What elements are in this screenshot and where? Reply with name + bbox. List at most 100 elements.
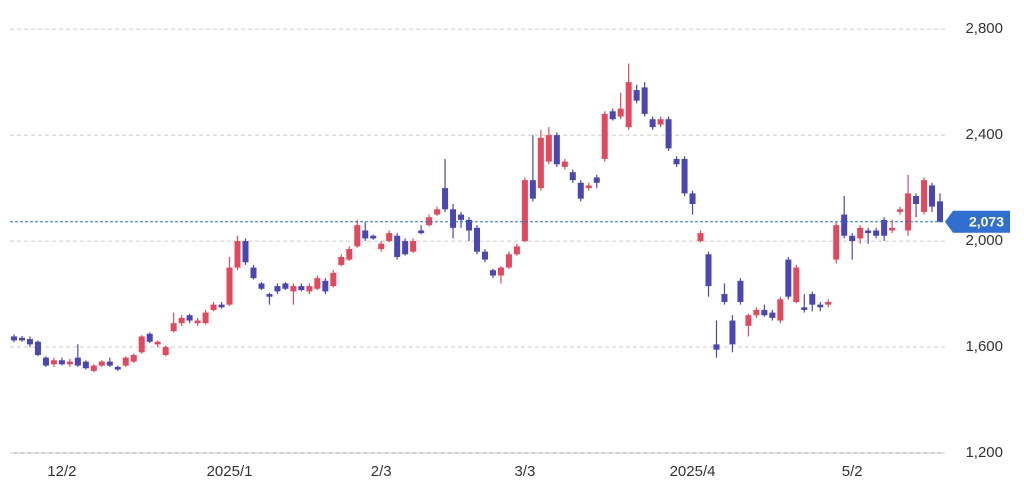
candle-body [378, 243, 385, 250]
candle-body [905, 193, 912, 231]
candle-body [338, 256, 345, 265]
candle-body [721, 294, 728, 302]
candle-body [553, 135, 560, 165]
candle-body [82, 361, 89, 369]
candle-body [849, 235, 856, 242]
candle-body [761, 309, 768, 316]
candle-body [801, 307, 808, 310]
candle-body [737, 280, 744, 302]
candle-body [114, 366, 121, 370]
candle-body [833, 225, 840, 260]
candle-body [58, 360, 65, 365]
candle-body [34, 341, 41, 355]
candle-body [513, 246, 520, 255]
candle-body [242, 241, 249, 263]
candle-body [785, 259, 792, 297]
candle-body [250, 267, 257, 279]
candle-body [625, 82, 632, 128]
candle-body [322, 280, 329, 292]
candle-body [354, 225, 361, 247]
candle-body [162, 347, 169, 355]
candle-body [665, 119, 672, 149]
candle-body [937, 201, 943, 222]
candle-body [298, 286, 305, 291]
candle-body [234, 241, 241, 268]
candle-body [705, 254, 712, 287]
candle-body [697, 233, 704, 242]
candle-body [913, 196, 920, 204]
candle-body [489, 270, 496, 276]
candle-body [657, 119, 664, 125]
candle-body [290, 286, 297, 292]
candle-body [793, 267, 800, 302]
candle-body [809, 294, 816, 305]
candle-body [474, 227, 480, 252]
candle-body [577, 182, 584, 199]
candle-body [394, 235, 401, 257]
candle-body [138, 336, 145, 353]
candle-body [521, 180, 528, 242]
candle-body [466, 219, 473, 231]
candle-body [74, 357, 81, 366]
candle-body [681, 158, 688, 194]
candle-body [745, 315, 752, 326]
candle-body [330, 272, 337, 287]
candle-body [649, 119, 656, 128]
candle-body [306, 286, 313, 292]
x-tick-label: 12/2 [47, 463, 76, 480]
candle-body [434, 209, 441, 215]
candle-body [346, 249, 353, 260]
candle-body [673, 158, 680, 165]
candle-body [18, 337, 25, 341]
candle-body [921, 180, 928, 212]
x-tick-label: 2/3 [371, 463, 392, 480]
candle-body [386, 233, 393, 242]
candle-body [929, 185, 936, 207]
candle-body [314, 278, 321, 289]
candle-body [729, 320, 736, 345]
candle-body [689, 193, 696, 204]
candle-body [402, 241, 409, 255]
candle-body [50, 360, 57, 365]
candle-body [90, 365, 97, 371]
candle-body [274, 286, 281, 292]
candle-body [777, 299, 784, 321]
x-tick-label: 2025/4 [670, 463, 716, 480]
y-tick-label: 2,400 [965, 126, 1003, 143]
candle-body [98, 361, 105, 366]
candle-body [146, 333, 153, 342]
candle-body [593, 177, 600, 183]
candle-body [897, 209, 904, 212]
candle-body [258, 283, 265, 289]
x-tick-label: 5/2 [842, 463, 863, 480]
candle-body [266, 294, 273, 297]
candle-body [170, 323, 177, 332]
candle-body [42, 357, 49, 366]
y-tick-label: 1,200 [965, 444, 1003, 461]
candle-body [617, 108, 624, 117]
candle-body [529, 180, 536, 199]
candle-body [505, 254, 512, 268]
candle-body [202, 312, 209, 324]
candle-body [66, 361, 73, 365]
candle-body [458, 214, 465, 220]
candle-body [426, 217, 433, 226]
candle-body [26, 339, 33, 345]
candle-body [442, 188, 449, 210]
x-tick-label: 3/3 [514, 463, 535, 480]
candle-body [753, 309, 760, 316]
candle-body [106, 361, 113, 366]
y-tick-label: 1,600 [965, 338, 1003, 355]
candle-body [609, 111, 616, 120]
candle-body [873, 230, 880, 236]
candle-body [370, 235, 377, 239]
candle-body [154, 341, 161, 345]
candle-body [825, 302, 832, 305]
candle-body [769, 312, 776, 318]
x-tick-label: 2025/1 [207, 463, 253, 480]
candle-body [282, 283, 289, 289]
y-tick-label: 2,000 [965, 232, 1003, 249]
candle-body [537, 137, 544, 189]
candle-body [410, 241, 417, 252]
